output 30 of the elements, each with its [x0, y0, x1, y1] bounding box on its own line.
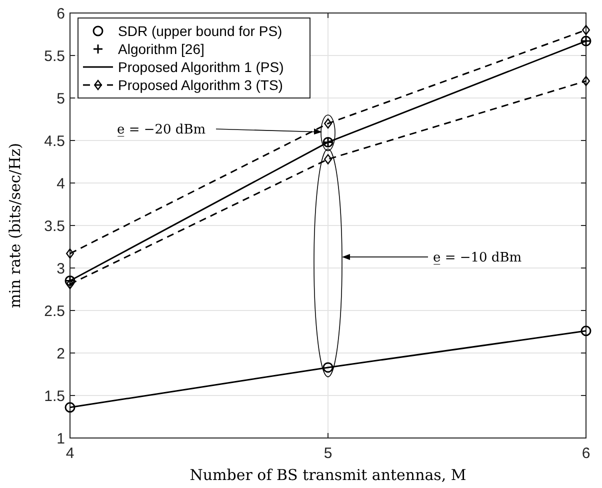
x-axis-title: Number of BS transmit antennas, M: [190, 466, 466, 484]
legend-label: Algorithm [26]: [118, 40, 204, 57]
y-tick-label: 2.5: [44, 302, 65, 320]
y-tick-label: 1.5: [44, 388, 65, 405]
annotation: e̲ = −10 dBm: [433, 250, 522, 266]
legend-label: SDR (upper bound for PS): [118, 22, 282, 39]
legend-label: Proposed Algorithm 3 (TS): [118, 76, 283, 93]
y-tick-label: 3.5: [44, 218, 65, 235]
legend-label: Proposed Algorithm 1 (PS): [118, 58, 284, 75]
y-tick-label: 2: [56, 345, 65, 362]
point: [324, 118, 332, 129]
y-tick-label: 3: [56, 260, 65, 278]
y-tick-label: 5: [56, 90, 65, 108]
y-tick-label: 5.5: [44, 48, 65, 65]
point: [64, 402, 76, 413]
point: [66, 248, 74, 259]
x-tick-label: 5: [324, 445, 332, 462]
x-tick-label: 6: [582, 445, 590, 462]
y-tick-label: 4.5: [44, 132, 65, 150]
point: [582, 24, 590, 36]
y-axis-title: min rate (bits/sec/Hz): [6, 142, 24, 308]
point: [580, 326, 592, 336]
point: [322, 362, 334, 373]
point: [324, 154, 332, 164]
y-tick-label: 4: [56, 175, 65, 192]
point: [582, 76, 590, 86]
point: [66, 279, 74, 290]
y-tick-label: 6: [56, 5, 65, 22]
y-tick-label: 1: [56, 430, 65, 448]
annotation: e̲ = −20 dBm: [117, 122, 206, 138]
